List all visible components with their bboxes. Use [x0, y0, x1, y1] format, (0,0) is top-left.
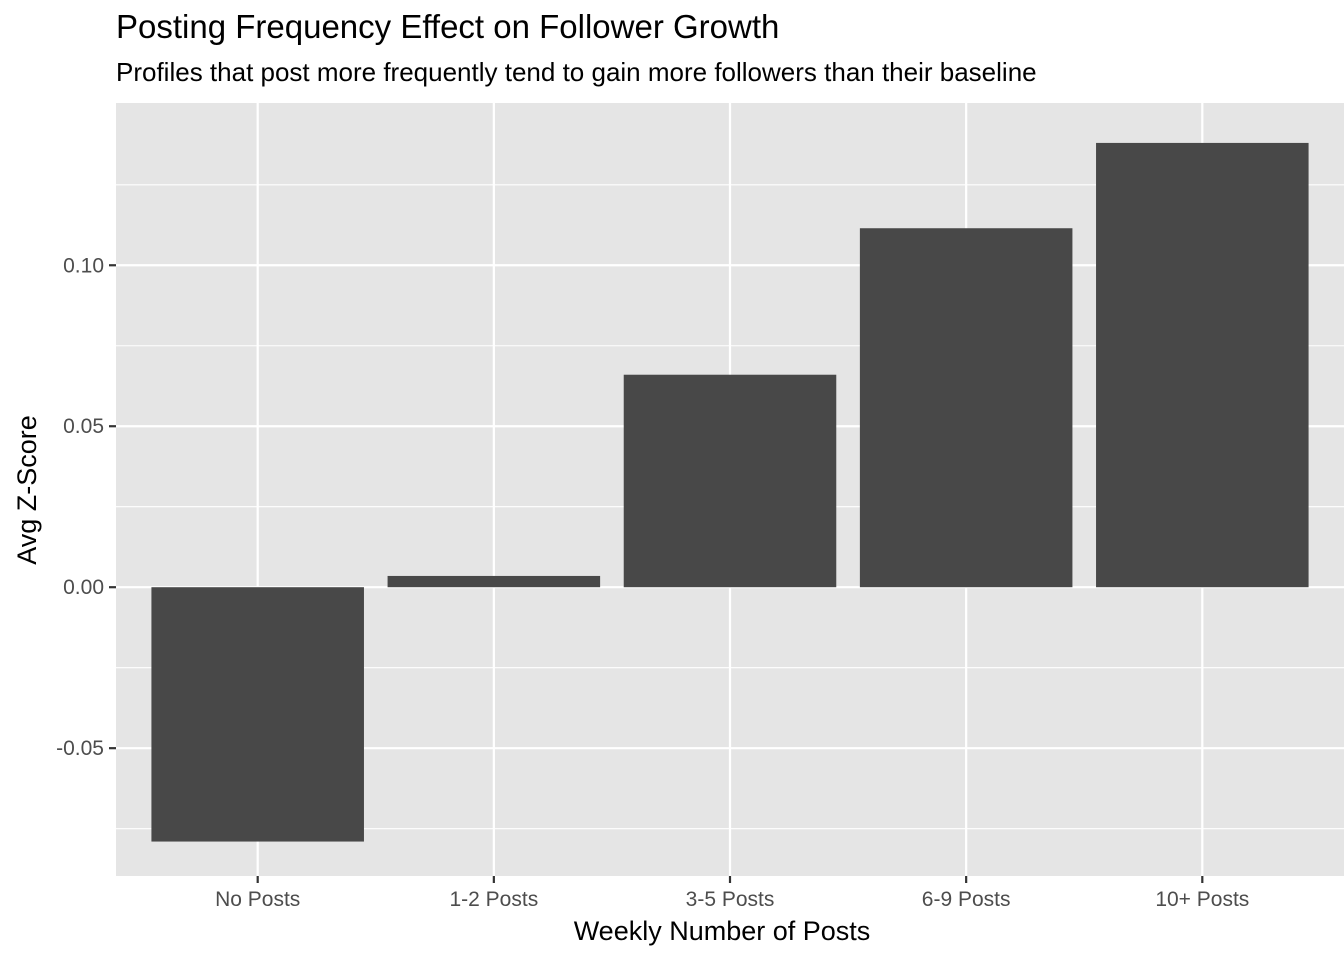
x-axis: No Posts 1-2 Posts 3-5 Posts 6-9 Posts 10+ P…	[215, 876, 1249, 911]
x-tick-label: 6-9 Posts	[922, 888, 1011, 911]
y-axis-title: Avg Z-Score	[12, 415, 42, 565]
bar	[623, 374, 837, 588]
x-axis-title: Weekly Number of Posts	[574, 916, 871, 946]
y-tick-label: 0.10	[63, 254, 104, 277]
y-axis: -0.05 0.00 0.05 0.10	[56, 254, 116, 760]
bar	[387, 575, 601, 588]
bar	[1096, 142, 1309, 588]
x-tick-label: 3-5 Posts	[686, 888, 775, 911]
bar	[151, 587, 364, 842]
y-tick-label: -0.05	[56, 737, 104, 760]
x-tick-label: No Posts	[215, 888, 300, 911]
bars	[151, 142, 1309, 842]
x-tick-label: 10+ Posts	[1155, 888, 1249, 911]
x-tick-label: 1-2 Posts	[449, 888, 538, 911]
bar	[859, 228, 1073, 588]
chart-title: Posting Frequency Effect on Follower Gro…	[116, 8, 780, 45]
chart-subtitle: Profiles that post more frequently tend …	[116, 57, 1037, 87]
y-tick-label: 0.00	[63, 576, 104, 599]
y-tick-label: 0.05	[63, 415, 104, 438]
